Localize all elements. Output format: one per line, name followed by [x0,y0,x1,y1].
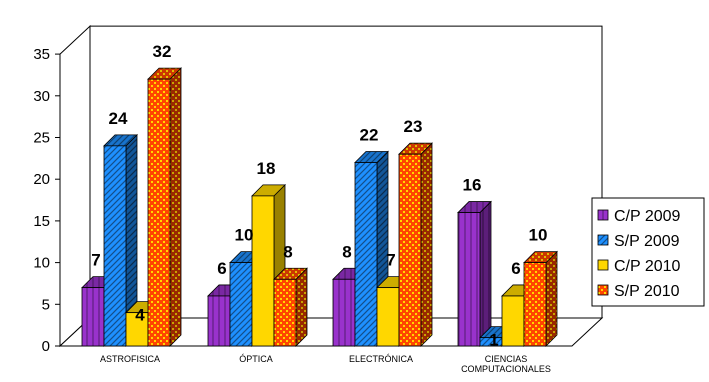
bar-front [523,262,547,347]
data-label: 1 [489,331,498,350]
x-tick-label: ELECTRÓNICA [349,354,413,364]
legend: C/P 2009 S/P 2009 C/P 2010 S/P 2010 [591,197,705,307]
category-labels: ASTROFISICA ÓPTICA ELECTRÓNICA CIENCIASCOMP… [100,354,551,374]
data-label: 24 [109,109,128,128]
data-label: 7 [91,251,100,270]
bar-front [501,295,525,347]
bar [273,267,308,347]
data-label: 4 [135,306,145,325]
x-tick-label: COMPUTACIONALES [461,364,551,374]
legend-swatch [597,209,609,221]
y-tick-label: 35 [33,46,50,63]
legend-swatch [597,234,609,246]
bar-front [332,278,356,347]
legend-swatch [597,259,609,271]
legend-label: C/P 2009 [614,208,681,225]
bar-side [479,200,492,347]
y-tick-label: 5 [42,296,50,313]
data-label: 6 [511,259,520,278]
x-tick-label: CIENCIAS [485,354,528,364]
data-label: 6 [217,259,226,278]
bar-side [420,142,433,347]
bar [398,142,433,347]
bar-side [295,267,308,347]
data-label: 16 [463,176,482,195]
bar-front [229,262,253,347]
bar-front [103,145,127,347]
y-tick-label: 0 [42,338,50,355]
bar-front [81,287,105,347]
bar-front [354,162,378,347]
bar-front [207,295,231,347]
bar [457,200,492,347]
bar-front [457,212,481,347]
bar-front [398,153,422,347]
y-tick-label: 20 [33,171,50,188]
data-label: 10 [235,226,254,245]
x-tick-label: ÓPTICA [239,354,273,364]
data-label: 18 [257,159,276,178]
y-tick-label: 25 [33,130,50,147]
data-label: 23 [404,117,423,136]
bar-front [273,278,297,347]
data-label: 32 [153,42,172,61]
data-label: 8 [283,242,292,261]
bar [103,133,138,347]
data-label: 7 [386,251,395,270]
x-tick-label: ASTROFISICA [100,354,160,364]
bar [523,250,558,347]
y-tick-label: 30 [33,88,50,105]
bar-front [147,78,171,347]
bar-side [545,250,558,347]
data-label: 22 [360,126,379,145]
legend-label: S/P 2009 [614,233,680,250]
y-tick-label: 10 [33,255,50,272]
legend-label: S/P 2010 [614,283,680,300]
legend-label: C/P 2010 [614,258,681,275]
y-axis: 0 5 10 15 20 25 30 35 [33,46,61,355]
data-label: 10 [529,226,548,245]
legend-box [591,197,705,307]
bar-front [376,287,400,347]
y-tick-label: 15 [33,213,50,230]
bar [147,67,182,347]
data-label: 8 [342,242,351,261]
bar-front [251,195,275,347]
legend-swatch [597,284,609,296]
bar-side [169,67,182,347]
